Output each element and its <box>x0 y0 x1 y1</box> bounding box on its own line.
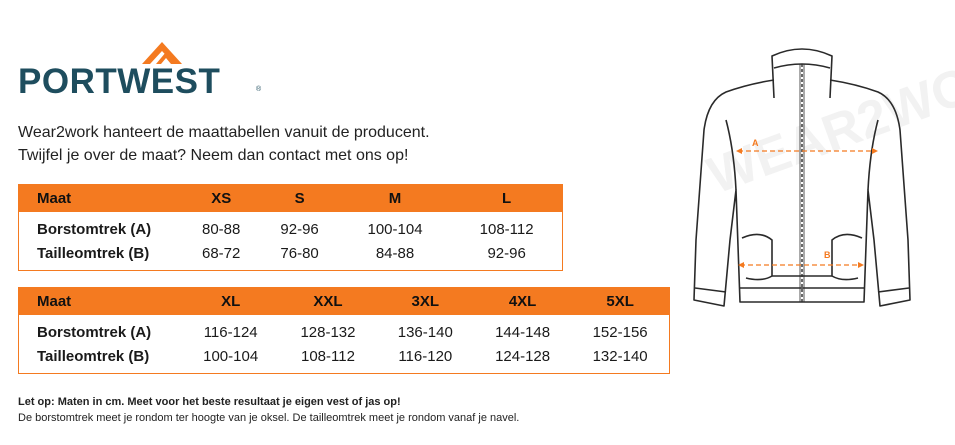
note-normal: De borstomtrek meet je rondom ter hoogte… <box>18 412 520 424</box>
header-cell: XXL <box>279 287 377 315</box>
intro-text: Wear2work hanteert de maattabellen vanui… <box>18 121 430 167</box>
table-header-row: Maat XL XXL 3XL 4XL 5XL <box>18 287 670 315</box>
table-cell: 144-148 <box>495 323 551 341</box>
jacket-diagram: A B <box>693 48 911 307</box>
header-cell: 4XL <box>473 287 572 315</box>
note-bold: Let op: Maten in cm. Meet voor het beste… <box>18 396 401 408</box>
label-a: A <box>752 138 759 148</box>
table-cell: 152-156 <box>592 323 648 341</box>
header-cell: 5XL <box>571 287 670 315</box>
table-cell: 124-128 <box>495 347 551 365</box>
header-cell: L <box>451 184 563 212</box>
header-cell: XS <box>182 184 261 212</box>
intro-line-2: Twijfel je over de maat? Neem dan contac… <box>18 147 409 164</box>
row-label: Borstomtrek (A) <box>37 220 152 238</box>
table-cell: 100-104 <box>203 347 259 365</box>
table-cell: 116-120 <box>398 347 453 365</box>
header-cell: M <box>338 184 452 212</box>
brand-name: PORTWEST <box>18 62 221 101</box>
header-cell: S <box>260 184 339 212</box>
size-table-small: Maat XS S M L Borstomtrek (A) 80-88 92-9… <box>18 184 563 271</box>
row-label: Borstomtrek (A) <box>37 323 152 341</box>
row-label: Tailleomtrek (B) <box>37 244 150 262</box>
label-b: B <box>824 250 831 260</box>
header-cell: 3XL <box>376 287 474 315</box>
table-header-row: Maat XS S M L <box>18 184 563 212</box>
table-cell: 80-88 <box>202 220 241 238</box>
portwest-logo: PORTWEST ® <box>18 38 268 101</box>
table-row: Tailleomtrek (B) 68-72 76-80 84-88 92-96 <box>19 241 563 271</box>
table-cell: 108-112 <box>479 220 534 238</box>
row-label: Tailleomtrek (B) <box>37 347 150 365</box>
table-cell: 92-96 <box>280 220 319 238</box>
table-cell: 92-96 <box>487 244 526 262</box>
table-row: Tailleomtrek (B) 100-104 108-112 116-120… <box>19 344 670 374</box>
header-cell: Maat <box>18 184 182 212</box>
registered-mark: ® <box>256 86 262 93</box>
table-row: Borstomtrek (A) 80-88 92-96 100-104 108-… <box>19 212 563 241</box>
table-cell: 68-72 <box>202 244 241 262</box>
size-table-large: Maat XL XXL 3XL 4XL 5XL Borstomtrek (A) … <box>18 287 670 374</box>
table-cell: 108-112 <box>301 347 355 365</box>
table-row: Borstomtrek (A) 116-124 128-132 136-140 … <box>19 315 670 344</box>
table-cell: 100-104 <box>367 220 423 238</box>
table-cell: 128-132 <box>300 323 356 341</box>
intro-line-1: Wear2work hanteert de maattabellen vanui… <box>18 124 430 141</box>
table-cell: 136-140 <box>397 323 453 341</box>
table-cell: 76-80 <box>280 244 319 262</box>
mountain-logo-icon <box>142 42 182 64</box>
header-cell: Maat <box>18 287 182 315</box>
header-cell: XL <box>182 287 280 315</box>
table-cell: 116-124 <box>203 323 258 341</box>
table-cell: 84-88 <box>375 244 415 262</box>
table-cell: 132-140 <box>592 347 648 365</box>
measurement-note: Let op: Maten in cm. Meet voor het beste… <box>18 394 519 426</box>
